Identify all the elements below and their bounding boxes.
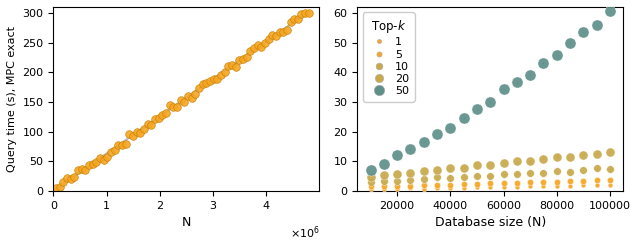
Point (275, 30, 285, 34)
Point (172, 105, 182, 109)
Point (117, 143, 127, 147)
Point (241, 55, 252, 59)
Point (84, 163, 94, 167)
Point (285, 20, 296, 24)
Point (256, 45, 266, 49)
Point (216, 73, 226, 77)
Point (150, 117, 160, 121)
Point (106, 150, 116, 154)
Point (139, 126, 149, 130)
Point (223, 63, 234, 67)
Point (164, 103, 175, 107)
Point (51, 186, 61, 190)
Point (245, 49, 255, 53)
Point (227, 63, 237, 67)
Legend: 1, 5, 10, 20, 50: 1, 5, 10, 20, 50 (363, 12, 415, 102)
Point (120, 141, 131, 145)
Point (62, 176, 72, 180)
Point (102, 155, 113, 159)
Point (65, 177, 76, 181)
Point (209, 77, 219, 81)
Point (271, 34, 281, 38)
Point (230, 65, 241, 69)
Point (212, 77, 222, 81)
Point (179, 100, 189, 104)
Point (190, 92, 200, 96)
Point (54, 185, 65, 189)
Point (73, 168, 83, 172)
Point (304, 11, 314, 15)
Point (146, 123, 156, 127)
Point (99, 158, 109, 162)
Point (143, 123, 153, 126)
Point (113, 143, 124, 147)
Point (300, 11, 310, 15)
Y-axis label: Query time (s), MPC exact: Query time (s), MPC exact (7, 26, 17, 172)
Point (124, 132, 134, 136)
Point (175, 98, 186, 102)
Point (198, 82, 208, 86)
Point (194, 86, 204, 90)
Point (88, 162, 98, 166)
Point (289, 16, 300, 20)
Point (278, 30, 288, 34)
Point (220, 70, 230, 74)
Point (161, 111, 171, 115)
Point (80, 168, 90, 172)
Point (201, 81, 211, 85)
Point (183, 94, 193, 98)
Text: $\times 10^6$: $\times 10^6$ (289, 224, 319, 241)
Point (296, 12, 307, 16)
Point (282, 28, 292, 32)
Point (69, 175, 79, 179)
Point (267, 33, 277, 37)
Point (154, 117, 164, 121)
Point (91, 160, 101, 164)
Point (292, 17, 303, 21)
Point (260, 41, 270, 45)
Point (205, 79, 215, 83)
X-axis label: N: N (182, 216, 191, 229)
Point (135, 131, 145, 135)
Point (186, 97, 196, 101)
Point (77, 167, 87, 171)
Point (131, 130, 141, 134)
X-axis label: Database size (N): Database size (N) (435, 216, 546, 229)
Point (58, 180, 68, 184)
Point (237, 57, 248, 61)
Point (168, 105, 179, 109)
Point (252, 43, 262, 47)
Point (264, 37, 274, 41)
Point (109, 148, 120, 152)
Point (95, 156, 105, 160)
Point (249, 46, 259, 50)
Point (157, 113, 168, 117)
Point (234, 58, 244, 62)
Point (128, 133, 138, 137)
